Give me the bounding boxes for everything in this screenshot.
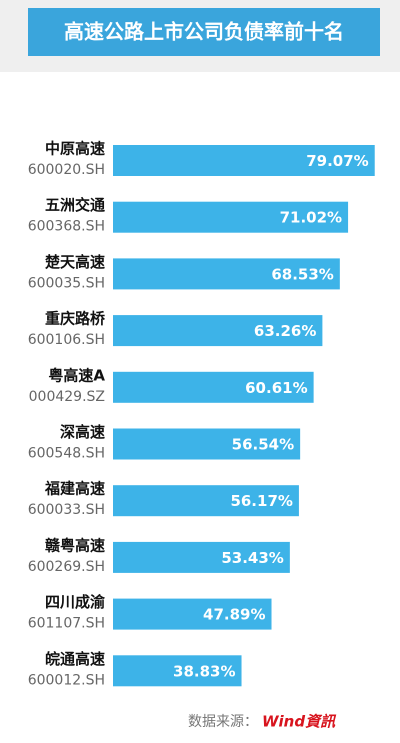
bar xyxy=(113,201,349,233)
ticker-label: 600012.SH xyxy=(28,672,105,688)
bar xyxy=(113,598,272,630)
source-brand: Wind資訊 xyxy=(262,713,337,731)
bar xyxy=(113,315,323,347)
value-label: 68.53% xyxy=(271,265,333,283)
value-label: 60.61% xyxy=(245,379,307,397)
category-label: 五洲交通 xyxy=(45,196,105,214)
value-label: 79.07% xyxy=(306,152,368,170)
source-label: 数据来源： xyxy=(188,714,258,730)
category-label: 皖通高速 xyxy=(45,650,105,668)
category-label: 重庆路桥 xyxy=(45,310,106,328)
ticker-label: 600033.SH xyxy=(28,502,105,518)
bar xyxy=(113,485,299,517)
ticker-label: 600035.SH xyxy=(28,275,105,291)
value-label: 38.83% xyxy=(173,662,235,680)
ticker-label: 600020.SH xyxy=(28,162,105,178)
category-label: 深高速 xyxy=(60,423,105,441)
category-label: 中原高速 xyxy=(45,140,105,158)
ticker-label: 600548.SH xyxy=(28,446,105,462)
value-label: 63.26% xyxy=(254,322,316,340)
bar xyxy=(113,541,290,573)
category-label: 福建高速 xyxy=(44,480,105,498)
bar xyxy=(113,258,340,290)
category-label: 赣粤高速 xyxy=(45,536,105,554)
category-label: 楚天高速 xyxy=(45,253,105,271)
chart-title: 高速公路上市公司负债率前十名 xyxy=(64,20,344,44)
value-label: 71.02% xyxy=(280,209,342,227)
ticker-label: 600368.SH xyxy=(28,219,105,235)
title-banner xyxy=(28,8,380,56)
bar xyxy=(113,428,301,460)
bar xyxy=(113,145,375,176)
ticker-label: 000429.SZ xyxy=(29,389,105,405)
value-label: 53.43% xyxy=(221,549,283,567)
ticker-label: 600269.SH xyxy=(28,559,105,575)
ticker-label: 601107.SH xyxy=(28,616,105,632)
category-label: 四川成渝 xyxy=(45,593,106,611)
value-label: 47.89% xyxy=(203,606,265,624)
value-label: 56.17% xyxy=(230,492,292,510)
bar xyxy=(113,655,242,687)
bar xyxy=(113,371,314,403)
ticker-label: 600106.SH xyxy=(28,332,105,348)
value-label: 56.54% xyxy=(232,436,294,454)
category-label: 粤高速A xyxy=(48,366,105,384)
